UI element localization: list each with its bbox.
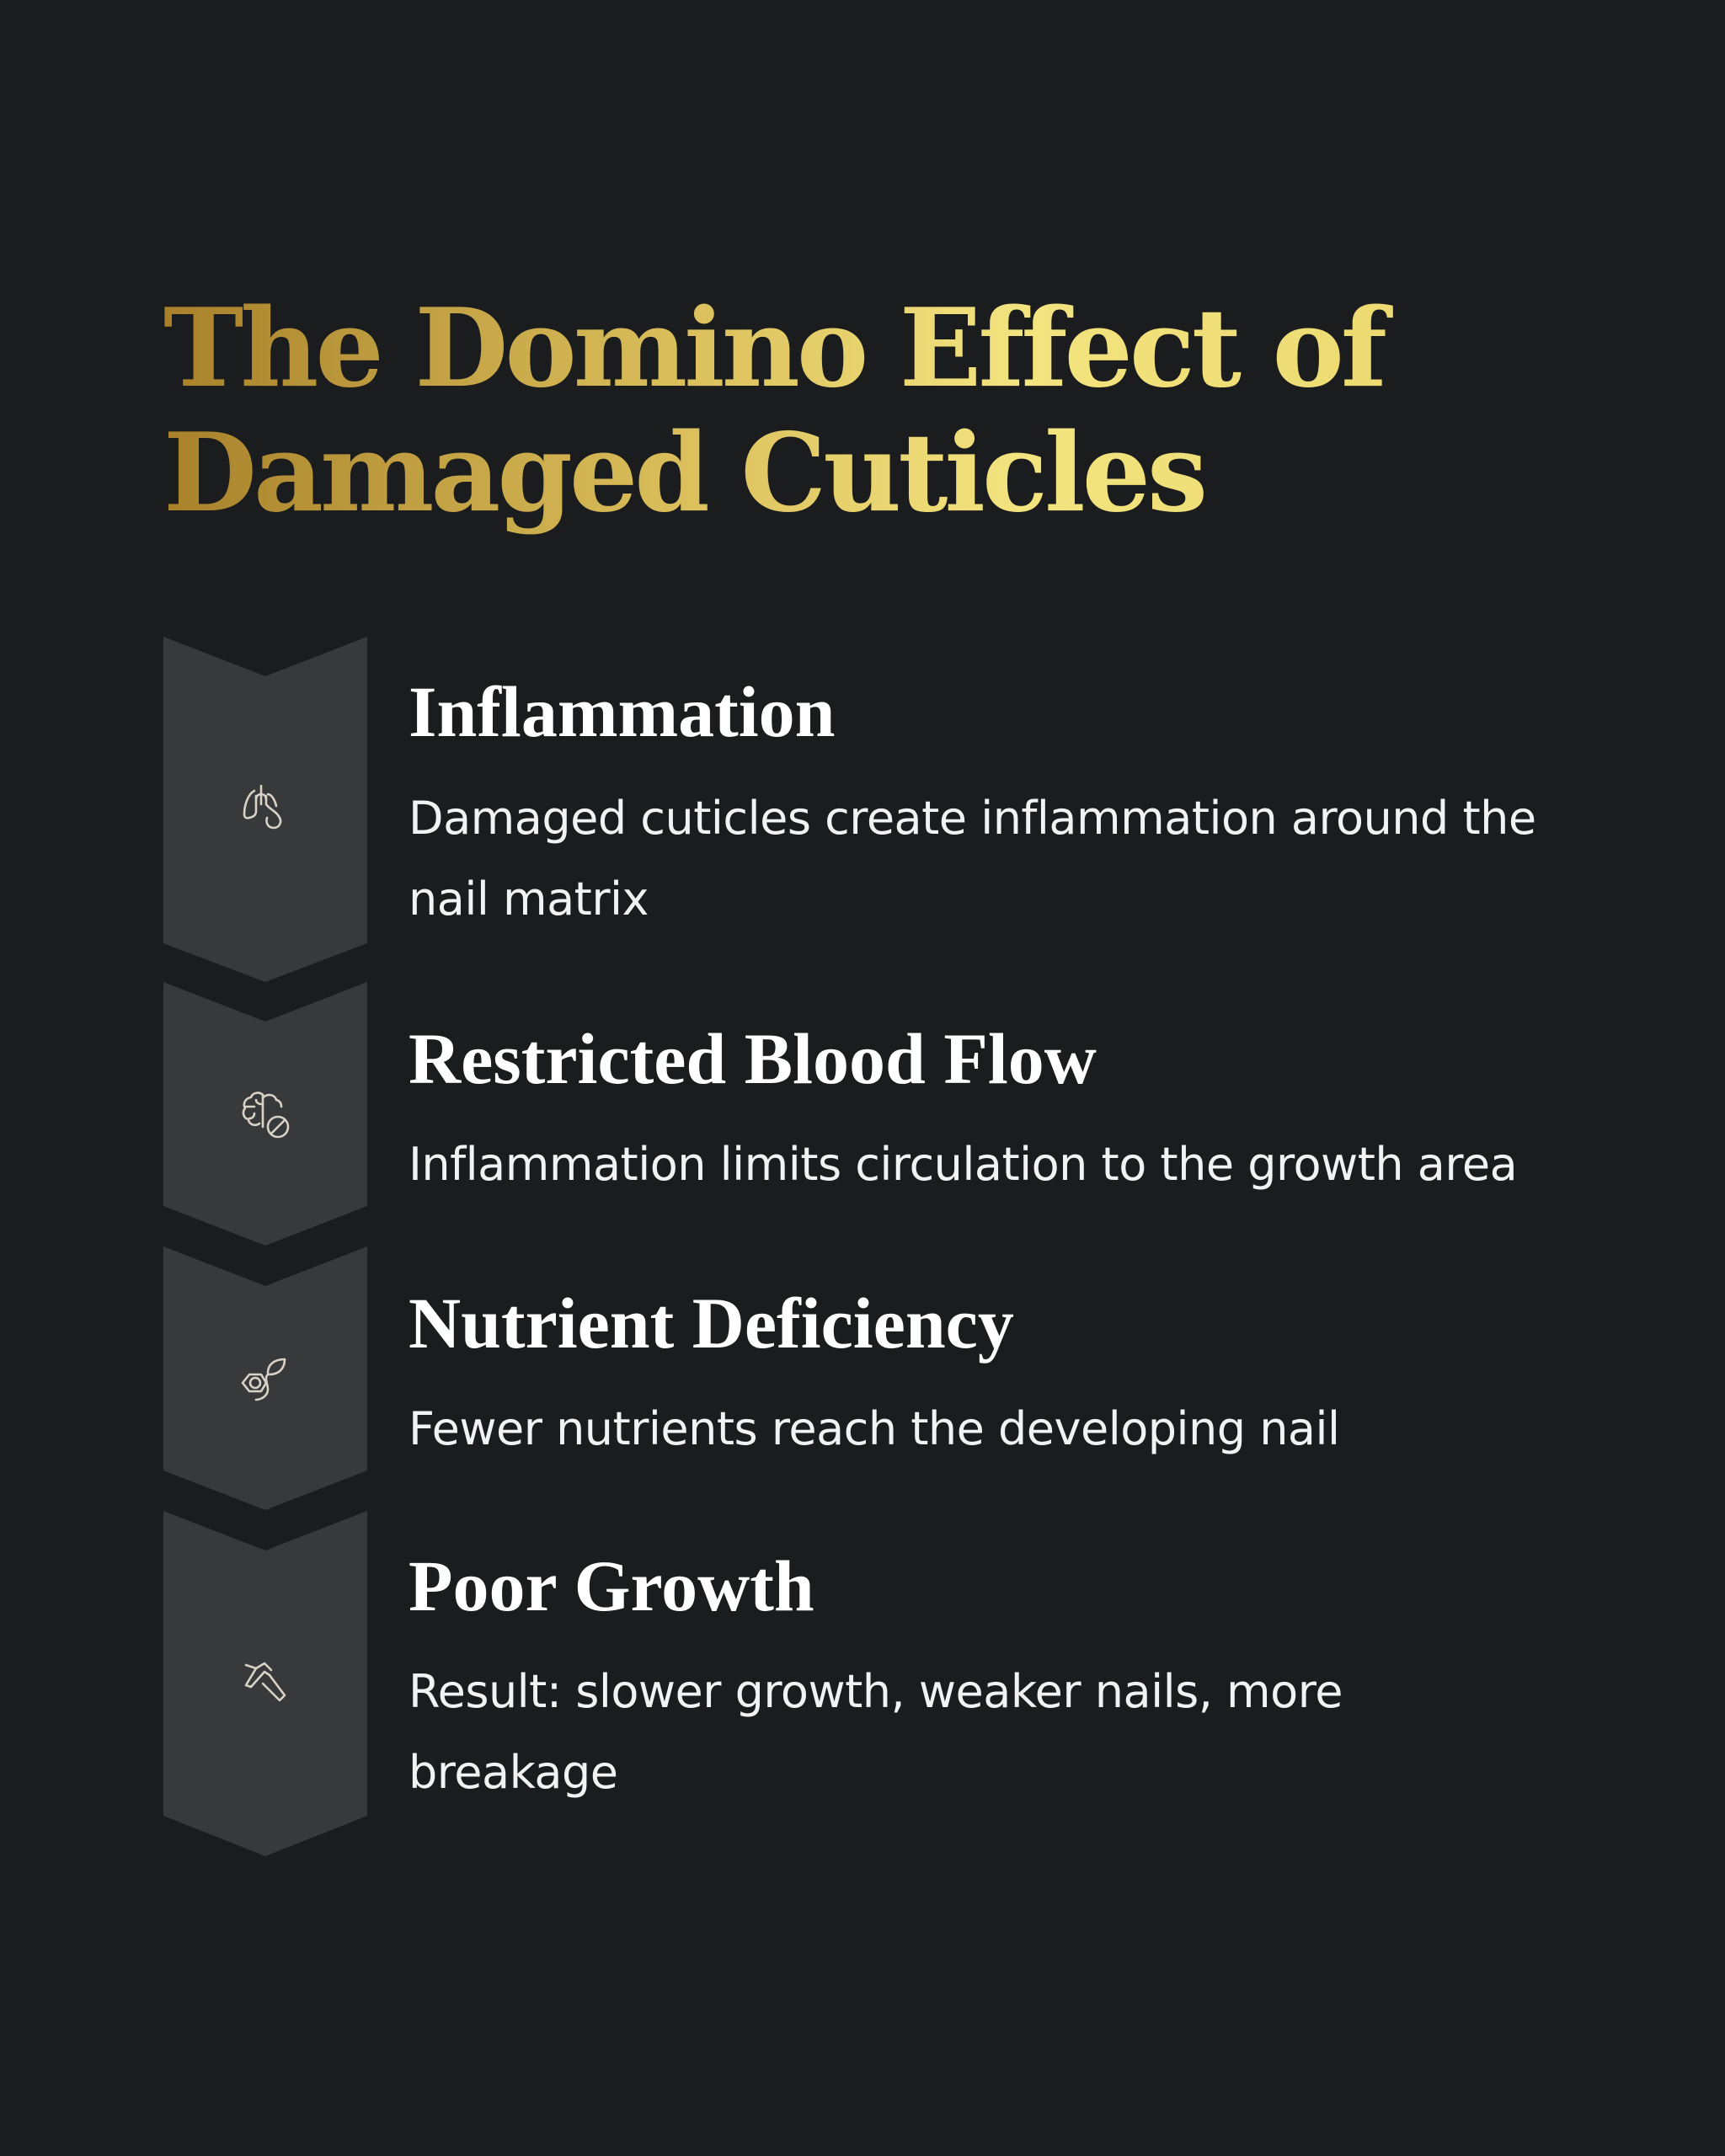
step-heading-1: Inflammation — [409, 671, 836, 752]
step-chevron-2 — [163, 982, 367, 1246]
step-text-4: Result: slower growth, weaker nails, mor… — [409, 1665, 1343, 1799]
step-chevron-4 — [163, 1511, 367, 1856]
lungs-icon — [231, 776, 300, 845]
hammer-icon — [231, 1650, 300, 1719]
step-heading-2: Restricted Blood Flow — [409, 1018, 1097, 1099]
step-text-1: Damaged cuticles create inflammation aro… — [409, 792, 1536, 926]
molecule-leaf-icon — [231, 1346, 300, 1415]
page-title: The Domino Effect of Damaged Cuticles — [163, 286, 1595, 536]
step-text-2: Inflammation limits circulation to the g… — [409, 1138, 1518, 1191]
step-text-3: Fewer nutrients reach the developing nai… — [409, 1402, 1340, 1455]
step-heading-4: Poor Growth — [409, 1545, 814, 1626]
step-chevron-1 — [163, 637, 367, 982]
step-chevron-3 — [163, 1246, 367, 1510]
brain-icon — [231, 1081, 300, 1150]
step-heading-3: Nutrient Deficiency — [409, 1283, 1014, 1364]
